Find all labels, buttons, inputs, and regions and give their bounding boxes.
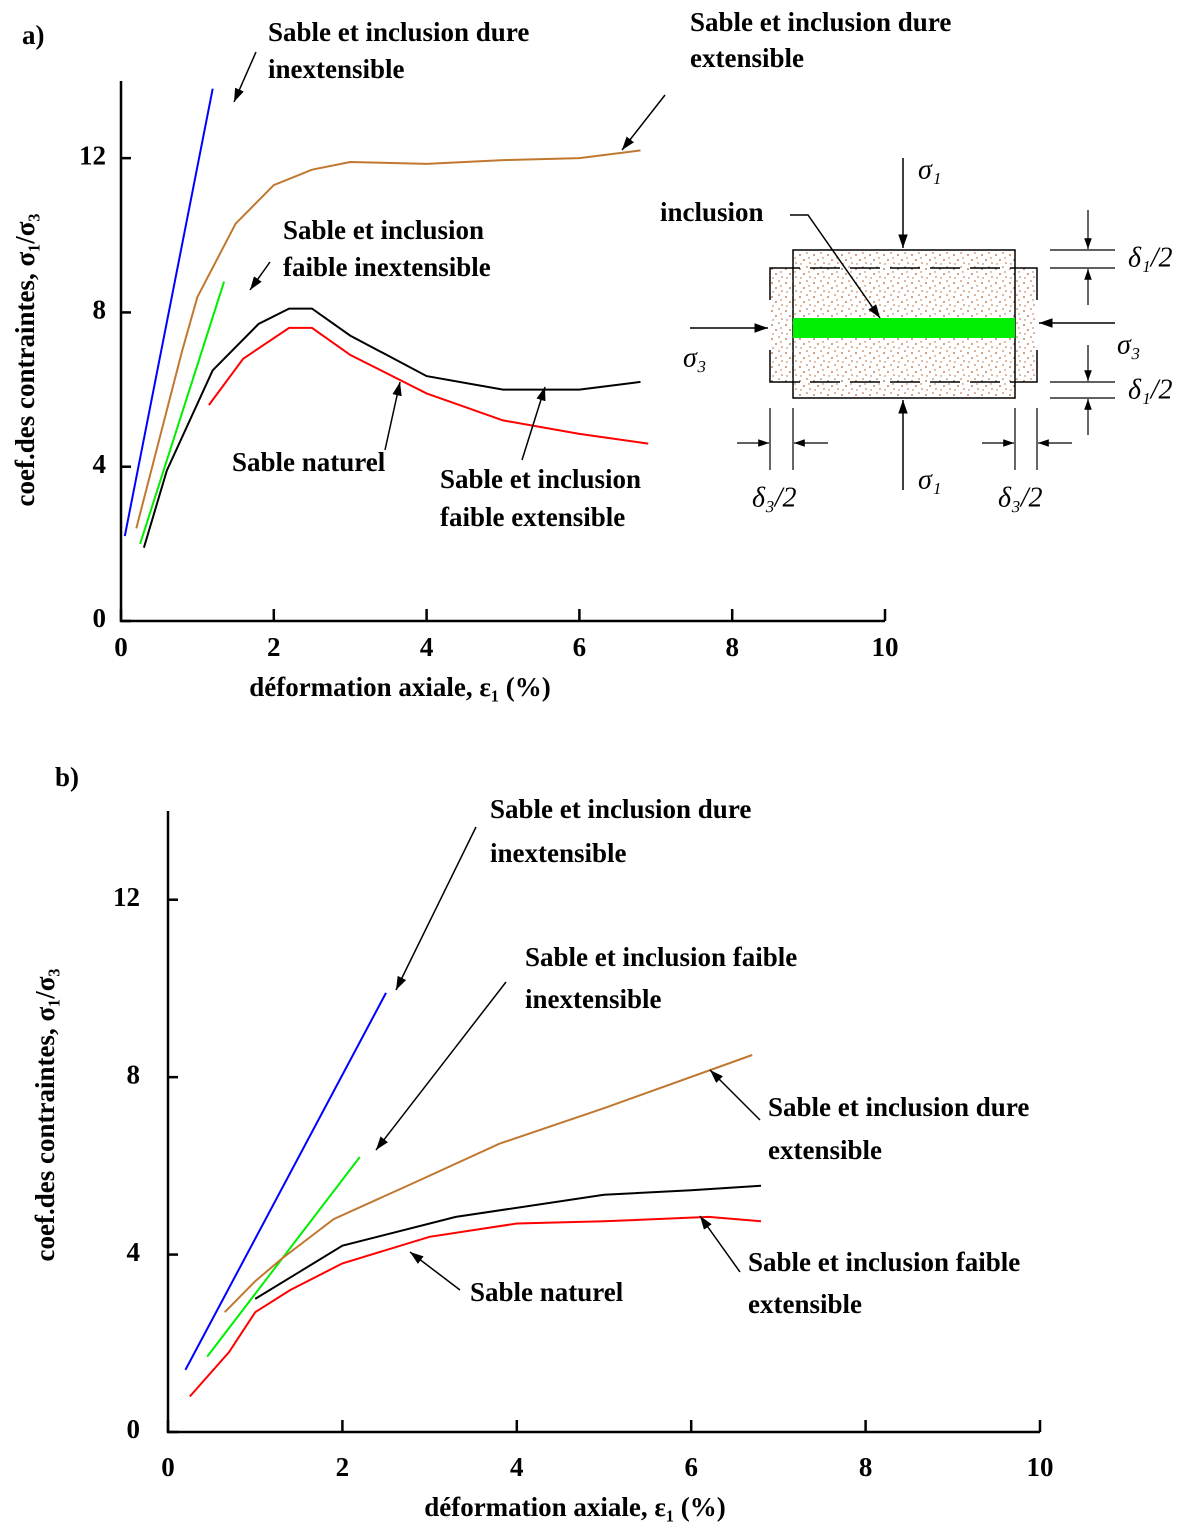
specimen-diagram: inclusion σ₁ σ₁ σ₃ σ₃ δ₁/2 δ₁/2 δ₃/2 δ₃/… bbox=[660, 154, 1173, 513]
x-tick-label: 2 bbox=[336, 1452, 350, 1482]
annotation-arrow bbox=[395, 826, 477, 991]
annotation-arrow bbox=[249, 261, 271, 291]
series-line bbox=[189, 1215, 762, 1398]
series-line bbox=[139, 281, 226, 545]
annotation: faible inextensible bbox=[283, 252, 491, 282]
diagram-label: σ₁ bbox=[918, 154, 942, 185]
x-tick-label: 6 bbox=[684, 1452, 698, 1482]
x-tick-label: 8 bbox=[725, 632, 739, 662]
diagram-label: δ₃/2 bbox=[752, 482, 797, 513]
series-line bbox=[184, 992, 387, 1371]
x-tick-label: 8 bbox=[859, 1452, 873, 1482]
y-tick-label: 0 bbox=[127, 1414, 141, 1444]
y-tick-label: 4 bbox=[127, 1237, 141, 1267]
series-line bbox=[254, 1184, 762, 1300]
annotation-arrow bbox=[409, 1251, 461, 1291]
y-tick-label: 12 bbox=[113, 882, 140, 912]
chart-panel: a) 0 4 8 12 0 2 4 6 8 10 déformation axiale, ε₁ (%)… bbox=[10, 7, 951, 702]
y-axis-label: coef.des contraintes, σ₁/σ₃ bbox=[10, 213, 40, 506]
annotation-arrow bbox=[621, 94, 666, 151]
diagram-label: σ₃ bbox=[683, 342, 707, 373]
annotation: Sable et inclusion dure bbox=[490, 794, 751, 824]
x-tick-label: 6 bbox=[573, 632, 587, 662]
annotation: Sable et inclusion bbox=[440, 464, 641, 494]
annotation: Sable et inclusion dure bbox=[268, 17, 529, 47]
series-line bbox=[142, 307, 641, 548]
diagram-label: σ₃ bbox=[1117, 329, 1141, 360]
x-tick-label: 0 bbox=[161, 1452, 175, 1482]
y-tick-label: 8 bbox=[93, 295, 107, 325]
y-tick-label: 0 bbox=[93, 603, 107, 633]
annotation: extensible bbox=[690, 43, 804, 73]
x-axis-label: déformation axiale, ε₁ (%) bbox=[424, 1492, 726, 1522]
annotation: inextensible bbox=[268, 54, 405, 84]
annotation: extensible bbox=[768, 1135, 882, 1165]
annotation: inextensible bbox=[490, 838, 627, 868]
annotation: Sable naturel bbox=[470, 1277, 624, 1307]
inclusion-bar bbox=[793, 318, 1015, 338]
diagram-label: σ₁ bbox=[918, 464, 942, 495]
diagram-label: δ₁/2 bbox=[1128, 242, 1173, 273]
x-tick-label: 4 bbox=[510, 1452, 524, 1482]
x-tick-label: 2 bbox=[267, 632, 281, 662]
x-tick-label: 4 bbox=[420, 632, 434, 662]
x-tick-label: 10 bbox=[872, 632, 899, 662]
annotation: Sable et inclusion bbox=[283, 215, 484, 245]
annotation: extensible bbox=[748, 1289, 862, 1319]
annotation: Sable naturel bbox=[232, 447, 386, 477]
panel-label: a) bbox=[22, 20, 45, 50]
annotation: Sable et inclusion dure bbox=[690, 7, 951, 37]
diagram-label: δ₁/2 bbox=[1128, 374, 1173, 405]
x-axis-label: déformation axiale, ε₁ (%) bbox=[249, 672, 551, 702]
y-axis-label: coef.des contraintes, σ₁/σ₃ bbox=[30, 968, 60, 1261]
annotation: Sable et inclusion faible bbox=[748, 1247, 1020, 1277]
annotation-arrow bbox=[521, 386, 546, 461]
y-tick-label: 12 bbox=[79, 140, 106, 170]
y-tick-label: 4 bbox=[93, 449, 107, 479]
x-tick-label: 0 bbox=[114, 632, 128, 662]
panel-label: b) bbox=[55, 762, 79, 792]
annotation-arrow bbox=[699, 1215, 741, 1273]
y-tick-label: 8 bbox=[127, 1059, 141, 1089]
series-line bbox=[208, 326, 649, 445]
chart-panel: b) 0 4 8 12 0 2 4 6 8 10 déformation axiale, ε₁ (%)… bbox=[30, 762, 1053, 1522]
annotation: faible extensible bbox=[440, 502, 625, 532]
series-line bbox=[135, 149, 641, 529]
series-line bbox=[223, 1054, 753, 1313]
annotation: inextensible bbox=[525, 984, 662, 1014]
annotation-arrow bbox=[709, 1069, 761, 1121]
annotation: Sable et inclusion dure bbox=[768, 1092, 1029, 1122]
annotation-arrow bbox=[233, 51, 257, 103]
annotation: Sable et inclusion faible bbox=[525, 942, 797, 972]
annotation-arrow bbox=[375, 981, 507, 1151]
diagram-label: δ₃/2 bbox=[998, 482, 1043, 513]
annotation-arrow bbox=[384, 381, 402, 451]
x-tick-label: 10 bbox=[1027, 1452, 1054, 1482]
diagram-label: inclusion bbox=[660, 197, 764, 227]
series-line bbox=[123, 88, 214, 537]
